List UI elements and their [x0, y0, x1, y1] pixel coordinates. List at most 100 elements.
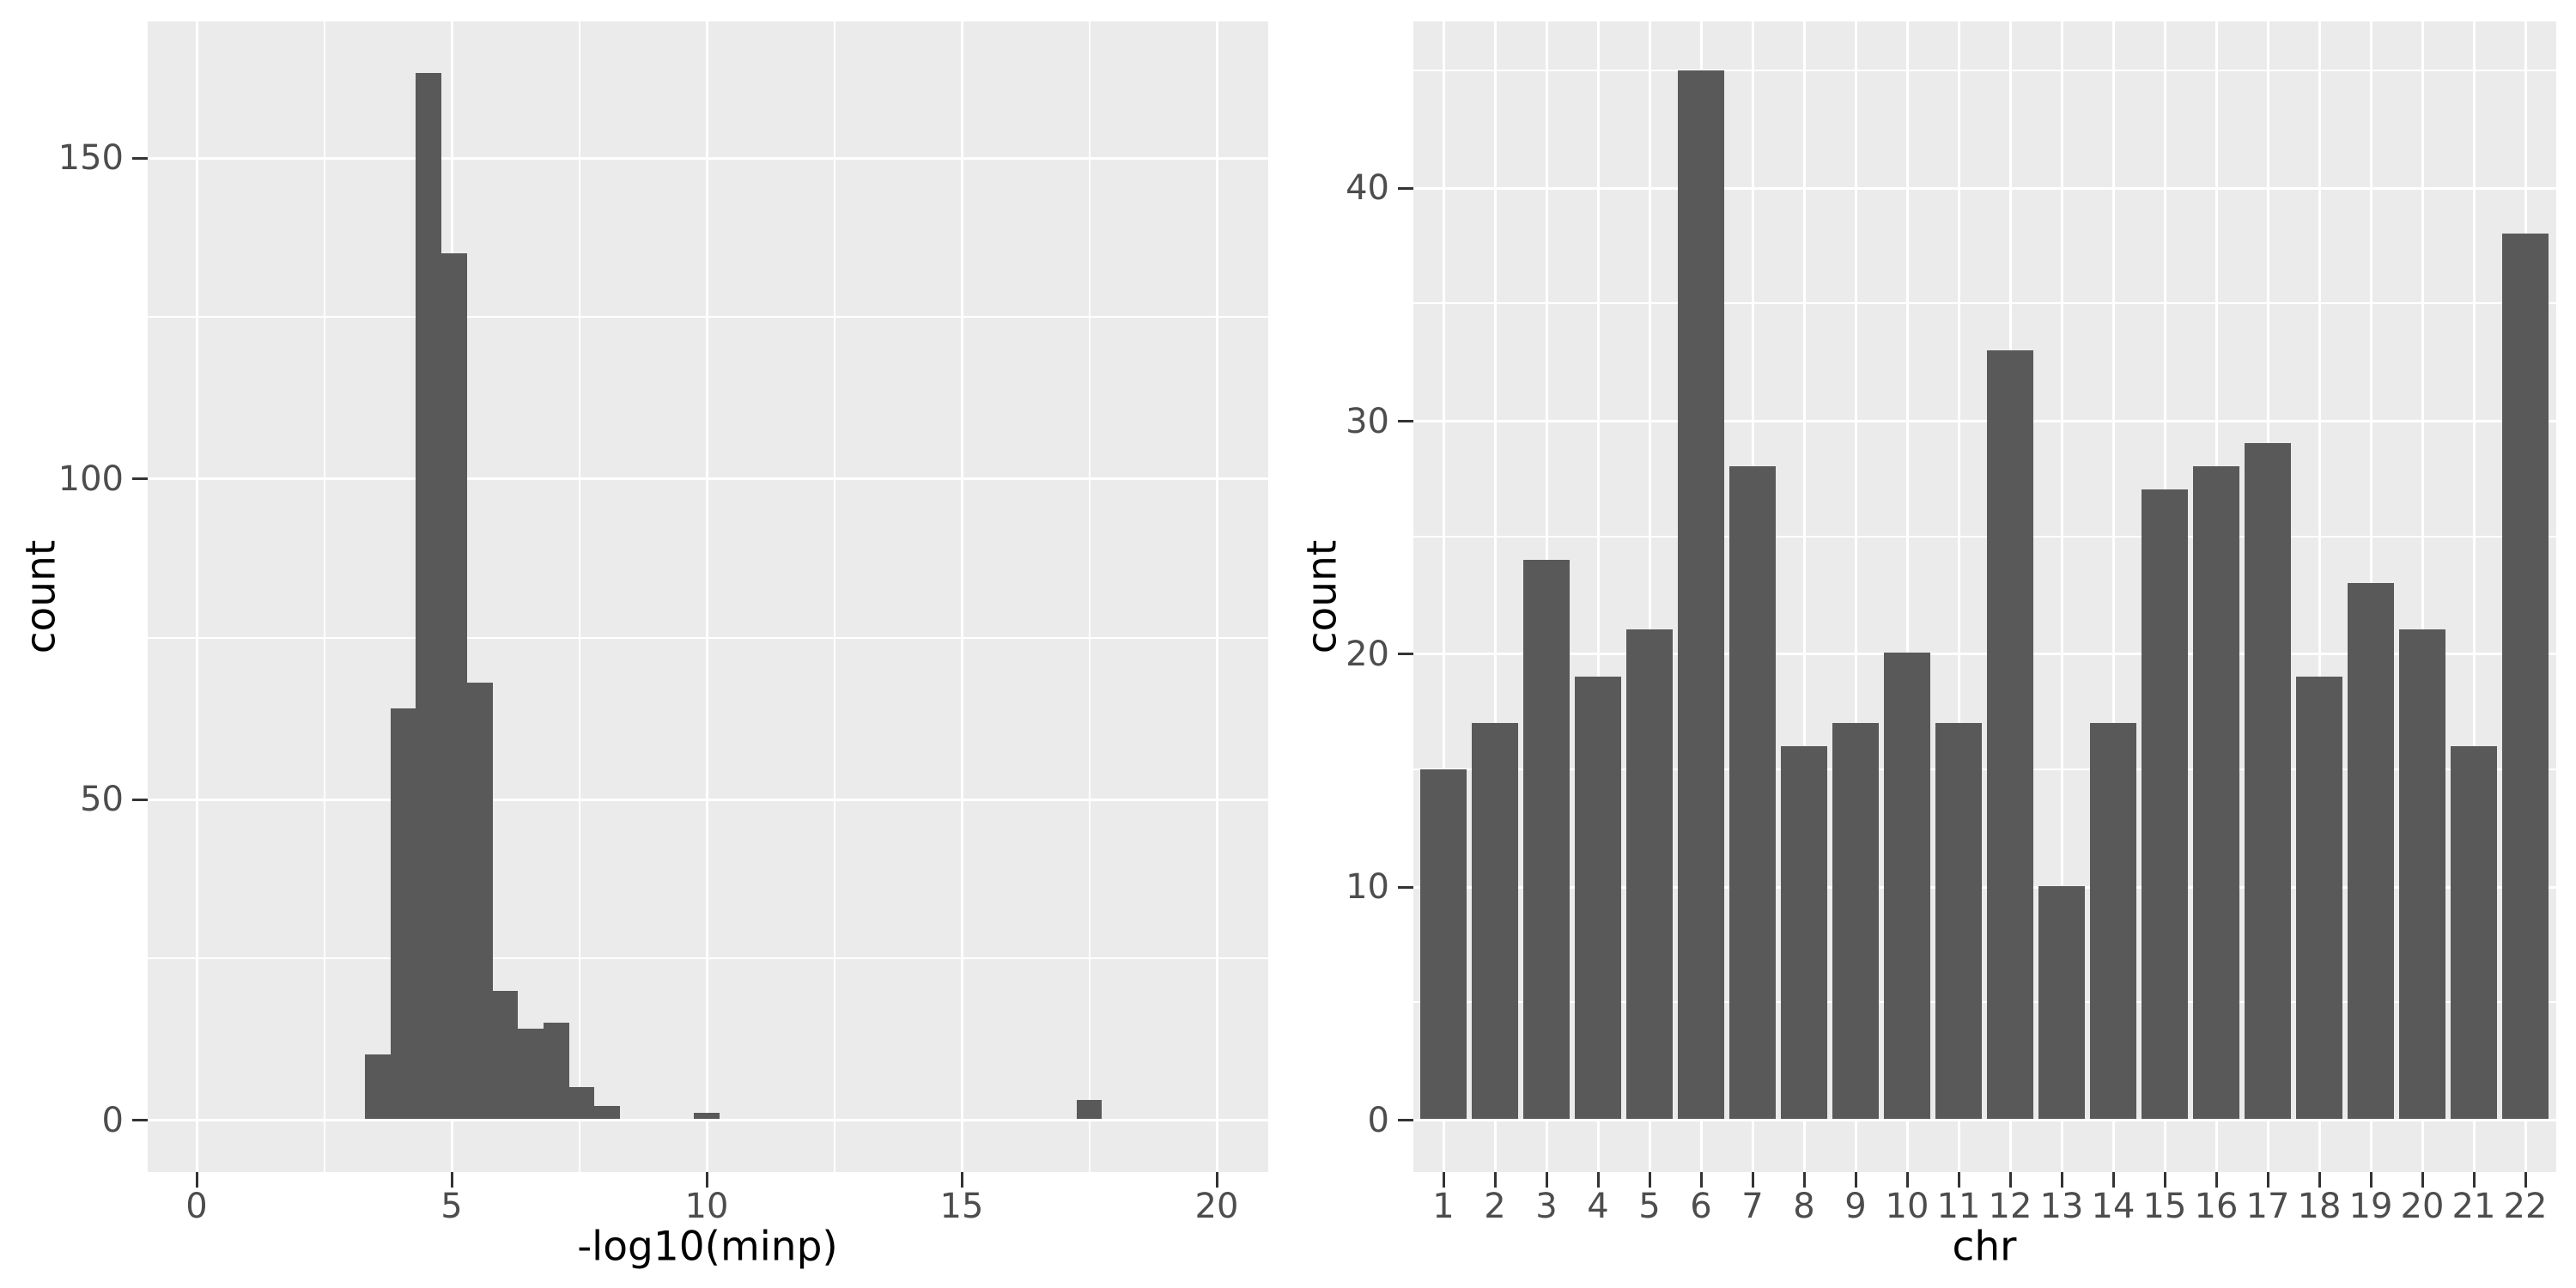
gridline-minor-vertical	[833, 21, 835, 1172]
gridline-major-vertical	[1802, 21, 1806, 1172]
histogram-bar	[466, 683, 493, 1119]
histogram-bar	[441, 252, 467, 1119]
y-tick-mark	[1398, 885, 1413, 889]
bar-chr-15	[2142, 489, 2188, 1119]
gridline-major-vertical	[2318, 21, 2321, 1172]
y-tick-mark	[132, 798, 148, 801]
gridline-major-vertical	[1442, 21, 1445, 1172]
histogram-bar	[568, 1086, 595, 1119]
histogram-bar	[390, 708, 416, 1119]
x-tick-mark	[1854, 1172, 1857, 1188]
bar-chr-19	[2348, 583, 2394, 1119]
histogram-bar	[543, 1022, 569, 1119]
y-tick-mark	[132, 1119, 148, 1121]
x-axis-title-left: -log10(minp)	[577, 1223, 838, 1271]
x-tick-label: 11	[1936, 1187, 1981, 1226]
bar-chr-2	[1472, 722, 1518, 1119]
gridline-major-vertical	[1648, 21, 1651, 1172]
bar-chr-9	[1832, 722, 1879, 1119]
gridline-major-horizontal	[148, 477, 1268, 480]
gridline-major-horizontal	[1413, 653, 2556, 656]
bar-chr-6	[1678, 70, 1724, 1119]
gridline-major-vertical	[2060, 21, 2063, 1172]
y-tick-mark	[1398, 420, 1413, 423]
histogram-bar	[492, 990, 519, 1119]
x-tick-label: 10	[1885, 1187, 1929, 1226]
gridline-major-horizontal	[1413, 885, 2556, 889]
bar-chr-12	[1987, 349, 2033, 1119]
x-tick-mark	[2266, 1172, 2269, 1188]
histogram-bar	[594, 1106, 620, 1119]
gridline-major-horizontal	[148, 156, 1268, 160]
x-tick-label: 22	[2503, 1187, 2548, 1226]
y-tick-label: 0	[1367, 1100, 1389, 1140]
histogram-bar	[518, 1029, 544, 1119]
gridline-major-vertical	[1957, 21, 1960, 1172]
bar-panel-chr	[1413, 21, 2556, 1172]
x-tick-label: 13	[2039, 1187, 2084, 1226]
y-tick-label: 30	[1346, 401, 1389, 441]
x-tick-label: 21	[2451, 1187, 2496, 1226]
y-tick-mark	[1398, 1119, 1413, 1121]
x-tick-label: 16	[2194, 1187, 2239, 1226]
x-tick-label: 20	[1194, 1187, 1239, 1226]
x-tick-label: 1	[1432, 1187, 1455, 1226]
histogram-bar	[416, 73, 442, 1119]
y-tick-label: 50	[80, 780, 124, 819]
x-tick-mark	[450, 1172, 453, 1188]
x-tick-mark	[1699, 1172, 1703, 1188]
gridline-minor-horizontal	[148, 636, 1268, 639]
bar-chr-5	[1626, 629, 1673, 1119]
y-axis-title-left: count	[17, 539, 65, 654]
x-tick-mark	[2421, 1172, 2424, 1188]
x-axis-title-right: chr	[1952, 1223, 2017, 1271]
bar-chr-14	[2090, 722, 2136, 1119]
gridline-major-horizontal	[1413, 1119, 2556, 1121]
x-tick-label: 5	[1638, 1187, 1661, 1226]
y-tick-label: 10	[1346, 867, 1389, 908]
gridline-major-vertical	[1493, 21, 1497, 1172]
gridline-major-vertical	[960, 21, 963, 1172]
x-tick-label: 10	[684, 1187, 729, 1226]
gridline-major-vertical	[1905, 21, 1909, 1172]
x-tick-mark	[195, 1172, 198, 1188]
x-tick-mark	[1802, 1172, 1806, 1188]
x-tick-label: 15	[2142, 1187, 2187, 1226]
x-tick-mark	[1215, 1172, 1218, 1188]
bar-chr-3	[1523, 559, 1570, 1119]
bar-chr-1	[1420, 769, 1467, 1119]
y-tick-label: 0	[101, 1100, 124, 1140]
y-tick-label: 40	[1346, 168, 1389, 209]
x-tick-label: 8	[1793, 1187, 1815, 1226]
y-tick-label: 100	[58, 459, 124, 499]
x-tick-mark	[1957, 1172, 1960, 1188]
x-tick-mark	[2060, 1172, 2063, 1188]
gridline-major-vertical	[2111, 21, 2115, 1172]
gridline-minor-vertical	[578, 21, 580, 1172]
histogram-bar	[1076, 1099, 1103, 1119]
x-tick-mark	[2111, 1172, 2115, 1188]
gridline-major-vertical	[1854, 21, 1857, 1172]
histogram-panel-minp	[148, 21, 1268, 1172]
x-tick-mark	[2524, 1172, 2527, 1188]
y-tick-mark	[1398, 653, 1413, 656]
x-tick-label: 15	[939, 1187, 984, 1226]
x-tick-mark	[2369, 1172, 2372, 1188]
gridline-major-horizontal	[1413, 186, 2556, 190]
gridline-major-vertical	[1596, 21, 1600, 1172]
gridline-minor-horizontal	[1413, 1001, 2556, 1004]
x-tick-label: 7	[1741, 1187, 1764, 1226]
x-tick-mark	[1442, 1172, 1445, 1188]
gridline-major-vertical	[195, 21, 198, 1172]
gridline-minor-horizontal	[1413, 769, 2556, 771]
gridline-minor-horizontal	[1413, 302, 2556, 305]
x-tick-mark	[2215, 1172, 2218, 1188]
bar-chr-11	[1935, 722, 1982, 1119]
y-tick-mark	[132, 156, 148, 160]
x-tick-mark	[960, 1172, 963, 1188]
bar-chr-7	[1729, 466, 1776, 1119]
histogram-bar	[365, 1054, 391, 1119]
x-tick-mark	[2318, 1172, 2321, 1188]
x-tick-label: 12	[1988, 1187, 2032, 1226]
